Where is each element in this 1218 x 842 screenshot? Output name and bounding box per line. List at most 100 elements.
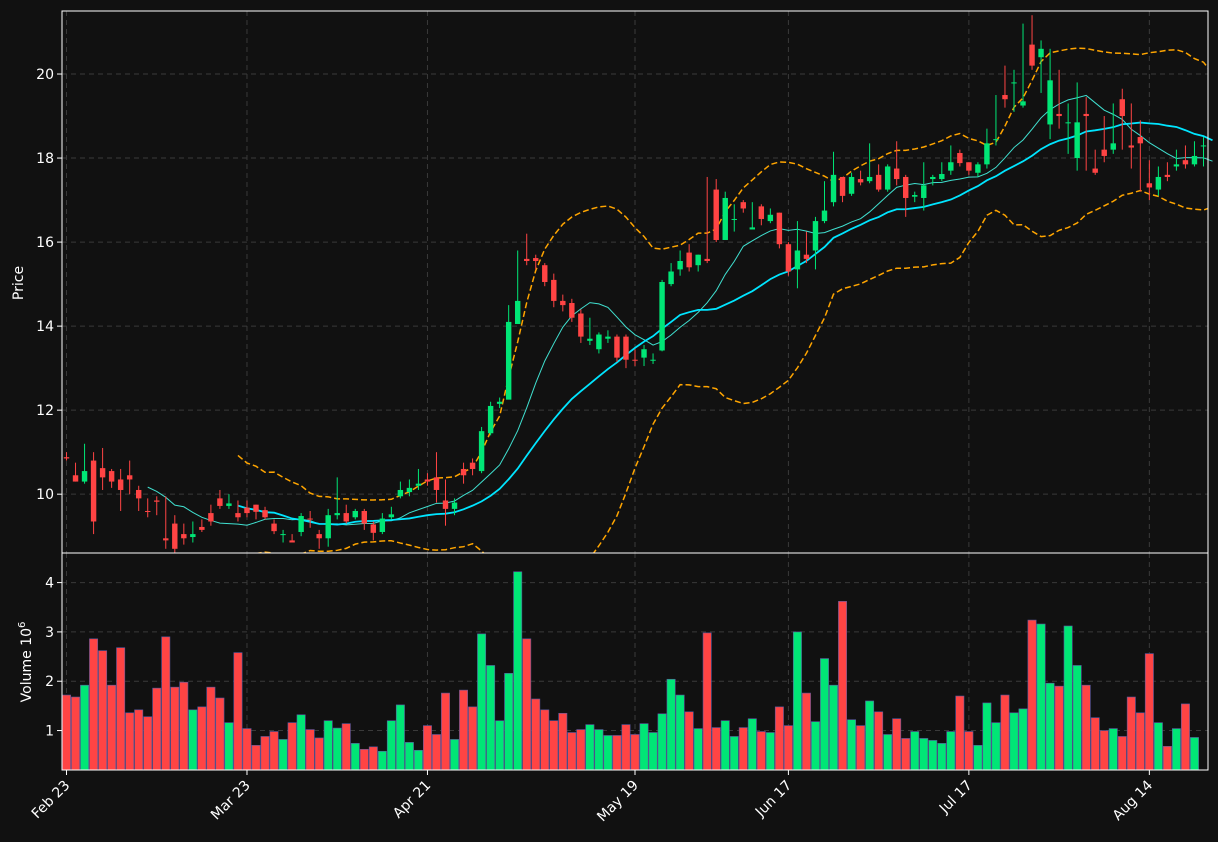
volume-bar [450,739,459,771]
volume-axis-label: Volume 106 [17,622,35,703]
volume-tick-label: 2 [45,674,54,690]
volume-bar [901,738,911,771]
volume-bar [765,732,775,771]
volume-bar [1180,703,1190,771]
volume-bar [468,706,478,771]
candle-body [1011,82,1017,84]
volume-bar [314,737,324,771]
candle-body [731,218,737,220]
volume-bar [1063,625,1073,771]
candle-body [875,174,882,190]
candle-body [388,514,395,518]
volume-bar [693,728,703,771]
candle-body [848,176,855,194]
volume-bar [1027,619,1037,771]
volume-bar [386,720,396,771]
candle-body [226,503,232,506]
candle-body [884,166,891,190]
candle-body [839,176,846,196]
volume-bar [783,725,793,771]
candle-body [1083,113,1089,117]
candle-body [352,510,358,518]
candle-body [496,401,503,404]
candle-body [505,321,512,400]
ma-slow-line [237,121,1213,526]
volume-bar [919,738,929,771]
volume-bar [125,712,135,771]
volume-bar [811,721,820,771]
volume-bar [359,748,369,771]
volume-bar [296,714,306,771]
volume-bar [1045,682,1055,771]
candle-body [1074,122,1080,159]
candle-body [81,471,88,482]
volume-bar [98,650,108,771]
volume-bar [675,694,685,771]
candle-body [524,258,530,261]
volume-bar [287,722,297,771]
volume-bar [937,743,947,771]
volume-bar [801,692,811,771]
volume-bar [377,750,387,771]
candle-body [289,540,295,543]
volume-bar [982,702,992,771]
volume-tick-label: 4 [45,576,54,592]
candle-body [984,143,990,165]
volume-bar [892,718,902,771]
volume-bar [395,704,405,771]
candle-body [72,475,79,482]
candle-body [695,254,701,266]
candle-body [722,197,728,240]
candle-body [1164,174,1171,177]
candle-body [63,457,70,459]
candle-body [668,271,674,285]
candle-body [208,513,214,522]
candle-body [614,336,620,358]
volume-bar [1117,736,1127,771]
volume-axis-label-text: Volume 10 [19,628,35,702]
candle-body [163,538,169,541]
candle-body [379,518,386,532]
candle-body [1065,122,1071,124]
volume-bar [233,652,243,771]
candle-body [1128,145,1135,148]
candle-body [334,513,340,516]
volume-bar [567,732,577,771]
volume-bar [116,647,126,771]
volume-bar [1090,717,1100,771]
candle-body [1191,155,1198,165]
volume-bar [1018,708,1028,771]
volume-bar [260,736,270,771]
volume-bar [1171,728,1181,771]
volume-bar [368,746,378,771]
volume-bar [1036,623,1046,771]
volume-bar [531,698,541,771]
candle-body [542,265,548,282]
volume-bar [847,719,857,771]
candle-body [442,500,449,509]
volume-bar [540,709,550,771]
volume-bar [666,678,676,771]
candle-body [1020,101,1026,106]
candle-body [271,523,277,532]
volume-bar [197,706,207,771]
volume-bar [639,723,649,771]
candle-body [514,300,521,325]
candle-body [397,489,404,497]
volume-bar [910,731,920,771]
volume-bar [404,742,414,771]
candle-body [181,534,187,539]
candle-body [903,176,909,198]
volume-bar [179,681,189,771]
volume-bar [883,734,893,771]
volume-bar [820,658,829,771]
volume-bar [71,696,80,771]
volume-y-ticks: 1 2 3 4 [45,576,62,740]
candle-body [343,513,349,522]
candle-body [1119,99,1125,117]
volume-bar [477,633,487,771]
volume-bar [341,723,351,771]
volume-bar [973,745,983,771]
